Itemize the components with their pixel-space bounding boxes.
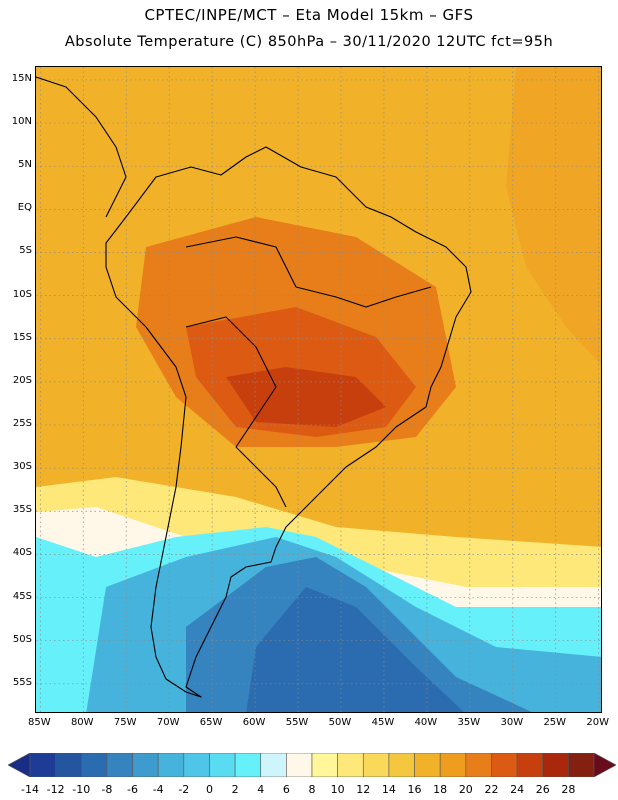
colorbar-tick-label: 16 [407,783,422,796]
lon-tick-label: 30W [500,717,524,728]
map-title-line1: CPTEC/INPE/MCT – Eta Model 15km – GFS [144,6,474,24]
colorbar-tick-label: 4 [257,783,265,796]
bolivia-paraguay-border [185,316,277,448]
colorbar-segment [106,753,133,777]
colorbar-segment [132,753,159,777]
colorbar-tick-label: -12 [46,783,65,796]
colorbar-tick-label: -8 [101,783,113,796]
colorbar-segment [234,753,262,777]
temperature-field [36,67,601,712]
colorbar-tick-label: 6 [282,783,290,796]
colorbar-segment [260,753,287,777]
lat-tick-label: 15N [11,72,32,84]
lon-tick-label: 70W [156,717,180,728]
map-title-line2: Absolute Temperature (C) 850hPa – 30/11/… [64,34,554,50]
lon-tick-label: 25W [543,717,567,728]
map-canvas [36,67,601,712]
colorbar-tick-label: 20 [458,783,473,796]
argentina-border [235,446,287,508]
colorbar-tick-label: -6 [127,783,139,796]
field-northeast-orange [506,67,601,365]
lon-tick-label: 60W [242,717,266,728]
lon-tick-label: 75W [113,717,137,728]
colorbar-tick-label: 12 [356,783,371,796]
lon-tick-label: 50W [328,717,352,728]
lat-tick-label: 50S [12,633,32,645]
colorbar-segment [414,753,441,777]
lat-tick-label: 40S [12,547,32,559]
colorbar-tick-label: 28 [561,783,576,796]
lat-tick-label: 35S [12,504,32,516]
lon-tick-label: 55W [285,717,309,728]
colorbar-tick-label: -4 [152,783,164,796]
lon-tick-label: 80W [70,717,94,728]
colorbar-tick-label: -2 [178,783,190,796]
lat-tick-label: 30S [12,461,32,473]
lat-tick-label: 45S [12,590,32,602]
colorbar-tick-label: -10 [72,783,91,796]
lat-tick-label: 5N [18,159,32,171]
colorbar-segment [568,753,595,777]
colorbar-segment [286,753,313,777]
colorbar-segment [183,753,210,777]
lon-tick-label: 35W [457,717,481,728]
colorbar-tick-label: 0 [205,783,213,796]
lat-tick-label: 15S [12,331,32,343]
temperature-map [35,66,602,713]
colorbar-tick-label: 26 [535,783,550,796]
colorbar-tick-label: 10 [330,783,345,796]
colorbar-segment [388,753,415,777]
colorbar-segment [337,753,364,777]
colorbar-segment [311,753,338,777]
lon-tick-label: 85W [27,717,51,728]
colorbar-min-arrow [8,753,31,777]
lon-tick-label: 65W [199,717,223,728]
colorbar-segment [542,753,569,777]
central-america-coastline [36,76,127,218]
lat-tick-label: 55S [12,676,32,688]
colorbar-segment [157,753,185,777]
colorbar-tick-label: 24 [510,783,525,796]
lat-tick-label: EQ [17,202,32,214]
colorbar-segment [209,753,236,777]
colorbar-tick-label: 8 [308,783,316,796]
colorbar-tick-label: 22 [484,783,499,796]
colorbar-tick-label: 18 [433,783,448,796]
colorbar-segment [465,753,492,777]
temperature-colorbar [8,753,616,777]
lat-tick-label: 25S [12,418,32,429]
brazil-border [185,236,432,308]
colorbar-tick-label: 14 [381,783,396,796]
colorbar-max-arrow [593,753,616,777]
coastlines [36,76,472,698]
colorbar-segment [491,753,518,777]
field-cold-core [246,587,464,712]
graticule [36,67,601,712]
colorbar-segment [439,753,467,777]
lon-tick-label: 45W [371,717,395,728]
lat-tick-label: 10N [11,116,32,128]
colorbar-segment [362,753,390,777]
lat-tick-label: 10S [12,288,32,300]
colorbar-tick-label: -14 [21,783,39,796]
south-america-coastline [105,146,472,698]
colorbar-tick-label: 2 [231,783,239,796]
lat-tick-label: 20S [12,374,32,386]
colorbar-segment [80,753,108,777]
lon-tick-label: 40W [414,717,438,728]
colorbar-segment [55,753,82,777]
colorbar-segment [516,753,544,777]
colorbar-segment [29,753,56,777]
lat-tick-label: 5S [19,245,32,257]
lon-tick-label: 20W [586,717,610,728]
